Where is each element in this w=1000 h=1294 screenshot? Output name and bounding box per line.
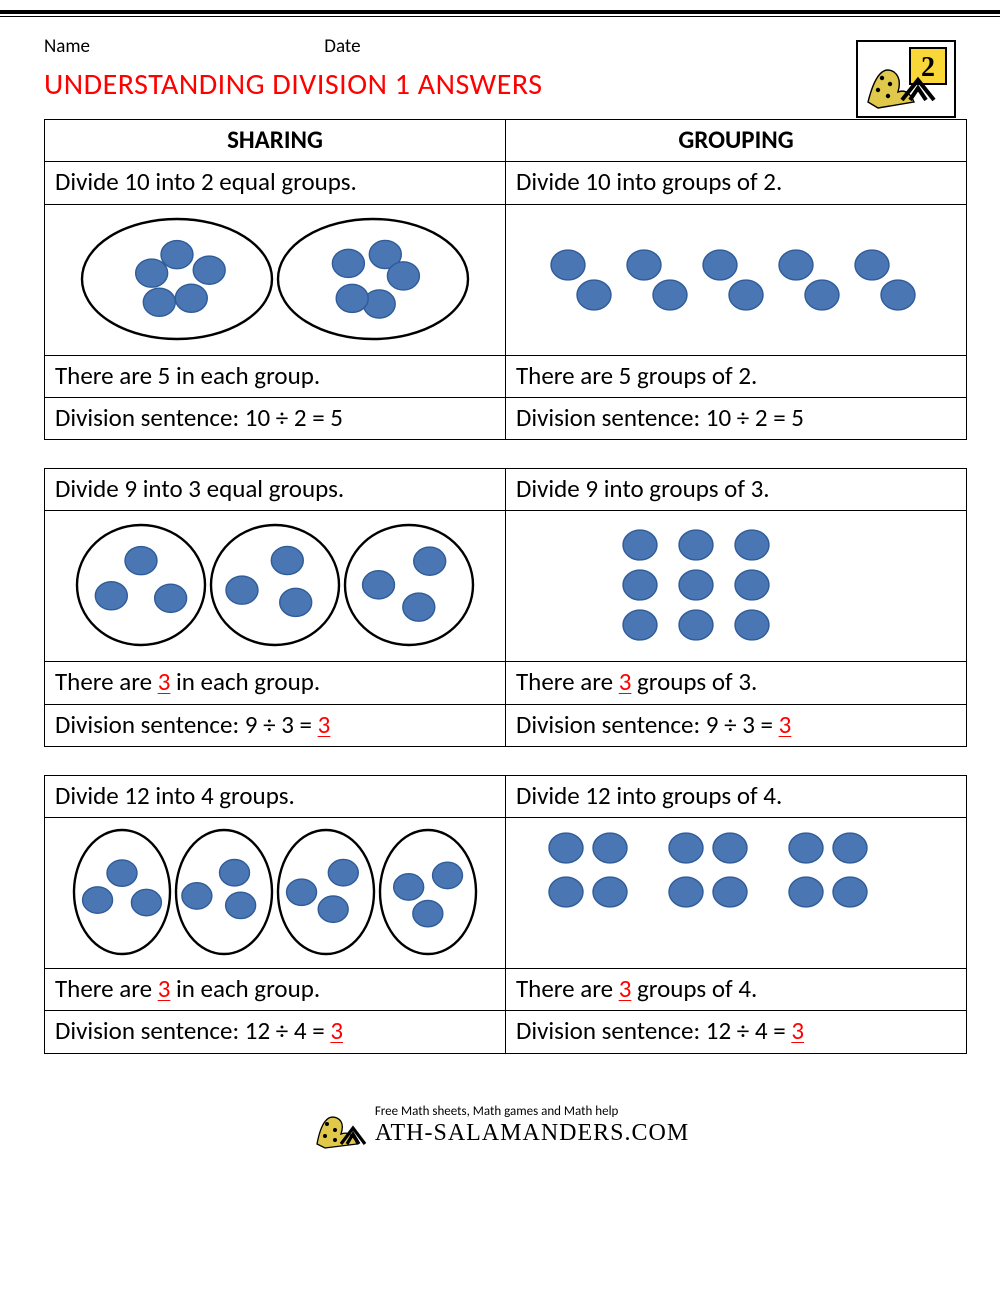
- worksheet-page: Name Date UNDERSTANDING DIVISION 1 ANSWE…: [0, 35, 1000, 1092]
- header-row: UNDERSTANDING DIVISION 1 ANSWERS 2: [44, 66, 956, 103]
- footer: Free Math sheets, Math games and Math he…: [0, 1092, 1000, 1175]
- svg-text:2: 2: [921, 52, 935, 83]
- grouping-diagram: [506, 204, 967, 355]
- grouping-sentence: Division sentence: 9 ÷ 3 = 3: [506, 704, 967, 746]
- date-label: Date: [324, 35, 360, 58]
- name-label: Name: [44, 35, 90, 58]
- grouping-result: There are 3 groups of 4.: [506, 969, 967, 1011]
- problem-table: Divide 9 into 3 equal groups. Divide 9 i…: [44, 468, 967, 747]
- sharing-result: There are 5 in each group.: [45, 355, 506, 397]
- sharing-prompt: Divide 12 into 4 groups.: [45, 775, 506, 817]
- problem-table: SHARINGGROUPING Divide 10 into 2 equal g…: [44, 119, 967, 440]
- footer-url: ATH-SALAMANDERS.COM: [375, 1120, 689, 1147]
- page-title: UNDERSTANDING DIVISION 1 ANSWERS: [44, 66, 956, 103]
- sharing-diagram: [45, 204, 506, 355]
- salamander-icon: [311, 1100, 367, 1152]
- grouping-prompt: Divide 10 into groups of 2.: [506, 162, 967, 204]
- problems-container: SHARINGGROUPING Divide 10 into 2 equal g…: [44, 119, 956, 1054]
- sharing-prompt: Divide 10 into 2 equal groups.: [45, 162, 506, 204]
- grade-logo: 2: [856, 40, 956, 118]
- grouping-sentence: Division sentence: 12 ÷ 4 = 3: [506, 1011, 967, 1053]
- grouping-result: There are 5 groups of 2.: [506, 355, 967, 397]
- grouping-prompt: Divide 9 into groups of 3.: [506, 469, 967, 511]
- top-rule-thick: [0, 10, 1000, 14]
- problem-table: Divide 12 into 4 groups. Divide 12 into …: [44, 775, 967, 1054]
- sharing-result: There are 3 in each group.: [45, 969, 506, 1011]
- sharing-diagram: [45, 511, 506, 662]
- footer-subtitle: Free Math sheets, Math games and Math he…: [375, 1104, 689, 1120]
- grouping-diagram: [506, 818, 967, 969]
- meta-row: Name Date: [44, 35, 956, 58]
- sharing-header: SHARING: [45, 120, 506, 162]
- top-rule-thin: [0, 16, 1000, 17]
- grouping-diagram: [506, 511, 967, 662]
- sharing-result: There are 3 in each group.: [45, 662, 506, 704]
- grouping-header: GROUPING: [506, 120, 967, 162]
- grouping-result: There are 3 groups of 3.: [506, 662, 967, 704]
- grouping-sentence: Division sentence: 10 ÷ 2 = 5: [506, 397, 967, 439]
- sharing-prompt: Divide 9 into 3 equal groups.: [45, 469, 506, 511]
- sharing-sentence: Division sentence: 10 ÷ 2 = 5: [45, 397, 506, 439]
- sharing-sentence: Division sentence: 12 ÷ 4 = 3: [45, 1011, 506, 1053]
- grouping-prompt: Divide 12 into groups of 4.: [506, 775, 967, 817]
- sharing-sentence: Division sentence: 9 ÷ 3 = 3: [45, 704, 506, 746]
- sharing-diagram: [45, 818, 506, 969]
